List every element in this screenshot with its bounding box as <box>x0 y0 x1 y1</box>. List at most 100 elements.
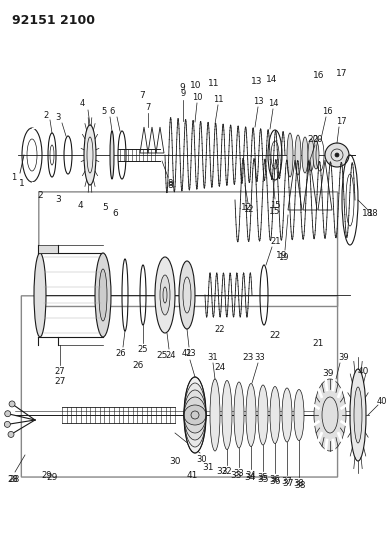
Text: 9: 9 <box>179 84 185 93</box>
Circle shape <box>9 401 15 407</box>
Text: 22: 22 <box>269 330 281 340</box>
Text: 19: 19 <box>276 251 288 260</box>
Text: 8: 8 <box>167 179 173 188</box>
Ellipse shape <box>282 388 292 442</box>
Ellipse shape <box>302 137 308 173</box>
Ellipse shape <box>258 385 268 445</box>
Text: 41: 41 <box>186 472 198 481</box>
Text: 19: 19 <box>278 254 288 262</box>
Ellipse shape <box>308 139 314 171</box>
Text: 16: 16 <box>322 107 332 116</box>
Ellipse shape <box>314 379 346 451</box>
Text: 23: 23 <box>186 349 196 358</box>
Text: 7: 7 <box>139 91 145 100</box>
Text: 21: 21 <box>312 338 324 348</box>
Ellipse shape <box>34 253 46 337</box>
Ellipse shape <box>84 125 96 185</box>
Text: 27: 27 <box>54 377 66 386</box>
Ellipse shape <box>350 369 366 461</box>
Ellipse shape <box>270 386 280 443</box>
Text: 31: 31 <box>208 352 218 361</box>
Text: 38: 38 <box>294 481 306 490</box>
Text: 29: 29 <box>42 471 52 480</box>
Text: 26: 26 <box>132 360 144 369</box>
Text: 14: 14 <box>266 76 278 85</box>
Ellipse shape <box>234 382 244 448</box>
Ellipse shape <box>110 131 114 179</box>
Ellipse shape <box>222 381 232 449</box>
Text: 13: 13 <box>253 96 263 106</box>
Text: 23: 23 <box>242 353 254 362</box>
Text: 3: 3 <box>55 196 61 205</box>
Text: 9: 9 <box>180 90 185 99</box>
Bar <box>38 245 58 253</box>
Text: 16: 16 <box>313 71 325 80</box>
Text: 36: 36 <box>269 478 281 487</box>
Text: 30: 30 <box>169 457 181 466</box>
Ellipse shape <box>354 387 362 443</box>
Text: 29: 29 <box>46 473 58 482</box>
Text: 33: 33 <box>255 352 265 361</box>
Text: 11: 11 <box>208 79 220 88</box>
Ellipse shape <box>184 377 206 453</box>
Text: 22: 22 <box>215 325 225 334</box>
Ellipse shape <box>184 383 206 447</box>
Ellipse shape <box>184 397 206 433</box>
Ellipse shape <box>99 269 107 321</box>
Ellipse shape <box>184 405 206 425</box>
Text: 32: 32 <box>222 466 232 475</box>
Text: 37: 37 <box>282 477 293 486</box>
Text: 12: 12 <box>241 204 253 213</box>
Text: 92151 2100: 92151 2100 <box>12 14 95 27</box>
Text: 30: 30 <box>197 455 207 464</box>
Text: 40: 40 <box>377 397 387 406</box>
Text: 26: 26 <box>116 349 126 358</box>
Text: 11: 11 <box>213 94 223 103</box>
Text: 27: 27 <box>54 367 65 376</box>
Text: 13: 13 <box>251 77 263 86</box>
Text: 5: 5 <box>101 107 107 116</box>
Text: 17: 17 <box>336 69 348 78</box>
Text: 18: 18 <box>362 209 374 219</box>
Text: 31: 31 <box>202 464 214 472</box>
Text: 10: 10 <box>190 82 202 91</box>
Ellipse shape <box>210 379 220 451</box>
Text: 6: 6 <box>109 107 115 116</box>
Text: 18: 18 <box>367 209 377 219</box>
Text: 2: 2 <box>37 190 43 199</box>
Text: 35: 35 <box>257 475 269 484</box>
Text: 34: 34 <box>244 473 256 482</box>
Text: 21: 21 <box>271 237 281 246</box>
Text: 4: 4 <box>77 200 83 209</box>
Ellipse shape <box>246 384 256 447</box>
Text: 32: 32 <box>217 467 228 477</box>
Text: 25: 25 <box>138 344 148 353</box>
Text: 41: 41 <box>182 349 192 358</box>
Ellipse shape <box>313 141 319 169</box>
Text: 40: 40 <box>357 367 369 376</box>
Circle shape <box>8 431 14 438</box>
Circle shape <box>4 422 10 427</box>
Circle shape <box>325 143 349 167</box>
Text: 15: 15 <box>269 207 281 216</box>
Ellipse shape <box>95 253 111 337</box>
Text: 38: 38 <box>294 479 304 488</box>
Text: 7: 7 <box>146 102 151 111</box>
Text: 2: 2 <box>43 110 48 119</box>
Circle shape <box>191 411 199 419</box>
Text: 8: 8 <box>167 182 173 190</box>
Circle shape <box>5 411 11 417</box>
Text: 1: 1 <box>11 173 17 182</box>
Ellipse shape <box>287 133 293 177</box>
Ellipse shape <box>184 390 206 440</box>
Text: 37: 37 <box>282 480 294 489</box>
Text: 35: 35 <box>258 472 268 481</box>
Text: 15: 15 <box>270 200 280 209</box>
Text: 25: 25 <box>156 351 168 360</box>
Text: 4: 4 <box>80 99 85 108</box>
Text: 28: 28 <box>8 475 20 484</box>
Text: 36: 36 <box>270 474 281 483</box>
Text: 10: 10 <box>192 93 202 101</box>
Ellipse shape <box>155 257 175 333</box>
Text: 20: 20 <box>313 135 323 144</box>
